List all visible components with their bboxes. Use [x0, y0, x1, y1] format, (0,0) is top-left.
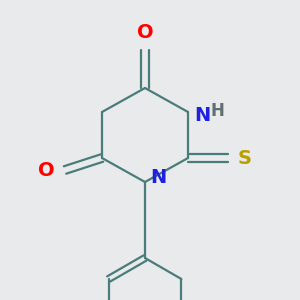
Text: N: N: [194, 106, 210, 125]
Text: H: H: [210, 102, 224, 120]
Text: O: O: [137, 23, 153, 42]
Text: S: S: [238, 148, 252, 167]
Text: N: N: [150, 168, 166, 187]
Text: O: O: [38, 160, 55, 179]
